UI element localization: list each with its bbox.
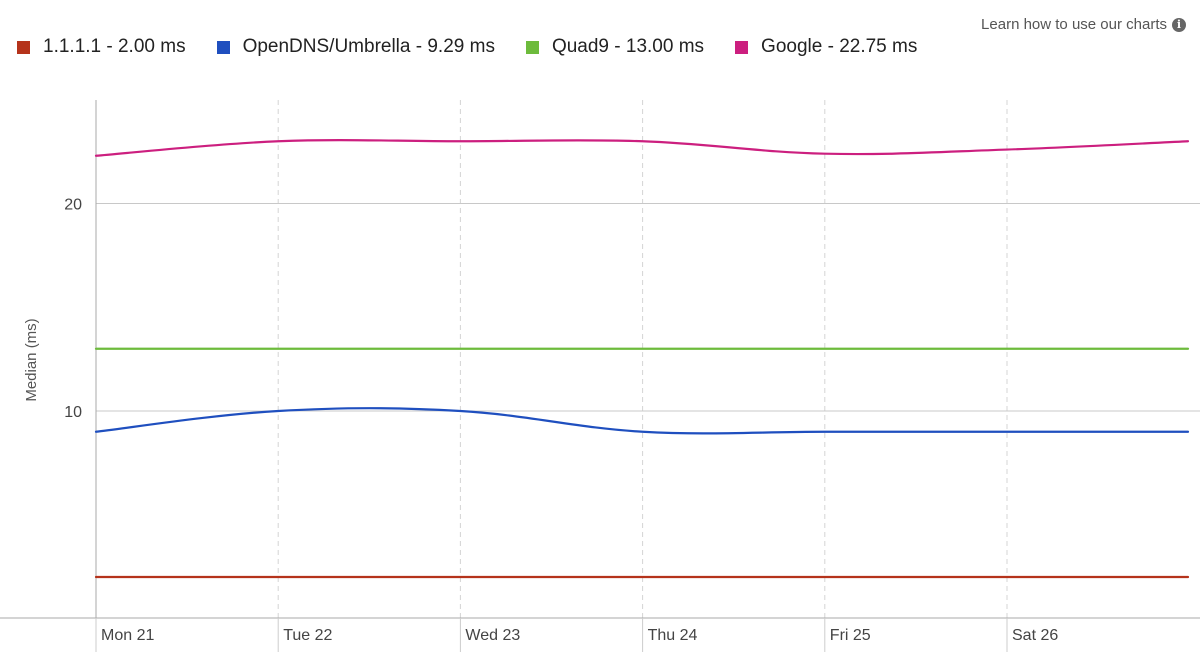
- legend-label: Quad9 - 13.00 ms: [551, 36, 705, 57]
- axis-layer: Median (ms) 10 20 Mon 21 Tue 22 Wed 23 Thu 24…: [0, 100, 1200, 652]
- y-axis-title: Median (ms): [23, 318, 40, 401]
- x-tick-label: Fri 25: [830, 627, 871, 644]
- legend-label: Google - 22.75 ms: [761, 36, 918, 57]
- x-tick-label: Sat 26: [1012, 627, 1058, 644]
- x-tick-label: Thu 24: [648, 627, 698, 644]
- chart-help-link[interactable]: Learn how to use our charts i: [981, 16, 1186, 33]
- legend-swatch: [735, 40, 749, 54]
- legend-swatch: [525, 40, 539, 54]
- y-tick-label: 10: [64, 404, 82, 421]
- legend-item-quad9[interactable]: Quad9 - 13.00 ms: [525, 36, 705, 58]
- x-tick-label: Wed 23: [465, 627, 520, 644]
- legend-item-opendns[interactable]: OpenDNS/Umbrella - 9.29 ms: [216, 36, 495, 58]
- y-tick-label: 20: [64, 197, 82, 214]
- series-line-opendns-umbrella: [94, 407, 1190, 435]
- info-icon: i: [1172, 17, 1186, 32]
- x-tick-label: Mon 21: [101, 627, 154, 644]
- chart-legend: 1.1.1.1 - 2.00 ms OpenDNS/Umbrella - 9.2…: [17, 36, 917, 58]
- legend-swatch: [216, 40, 230, 54]
- chart-help-label: Learn how to use our charts: [981, 16, 1167, 33]
- x-tick-label: Tue 22: [283, 627, 332, 644]
- legend-label: 1.1.1.1 - 2.00 ms: [43, 36, 186, 57]
- series-layer: [94, 138, 1190, 579]
- series-line-google: [94, 138, 1190, 157]
- legend-label: OpenDNS/Umbrella - 9.29 ms: [242, 36, 495, 57]
- legend-item-cloudflare[interactable]: 1.1.1.1 - 2.00 ms: [17, 36, 186, 58]
- legend-item-google[interactable]: Google - 22.75 ms: [735, 36, 917, 58]
- grid-layer: [96, 100, 1200, 618]
- legend-swatch: [17, 40, 30, 54]
